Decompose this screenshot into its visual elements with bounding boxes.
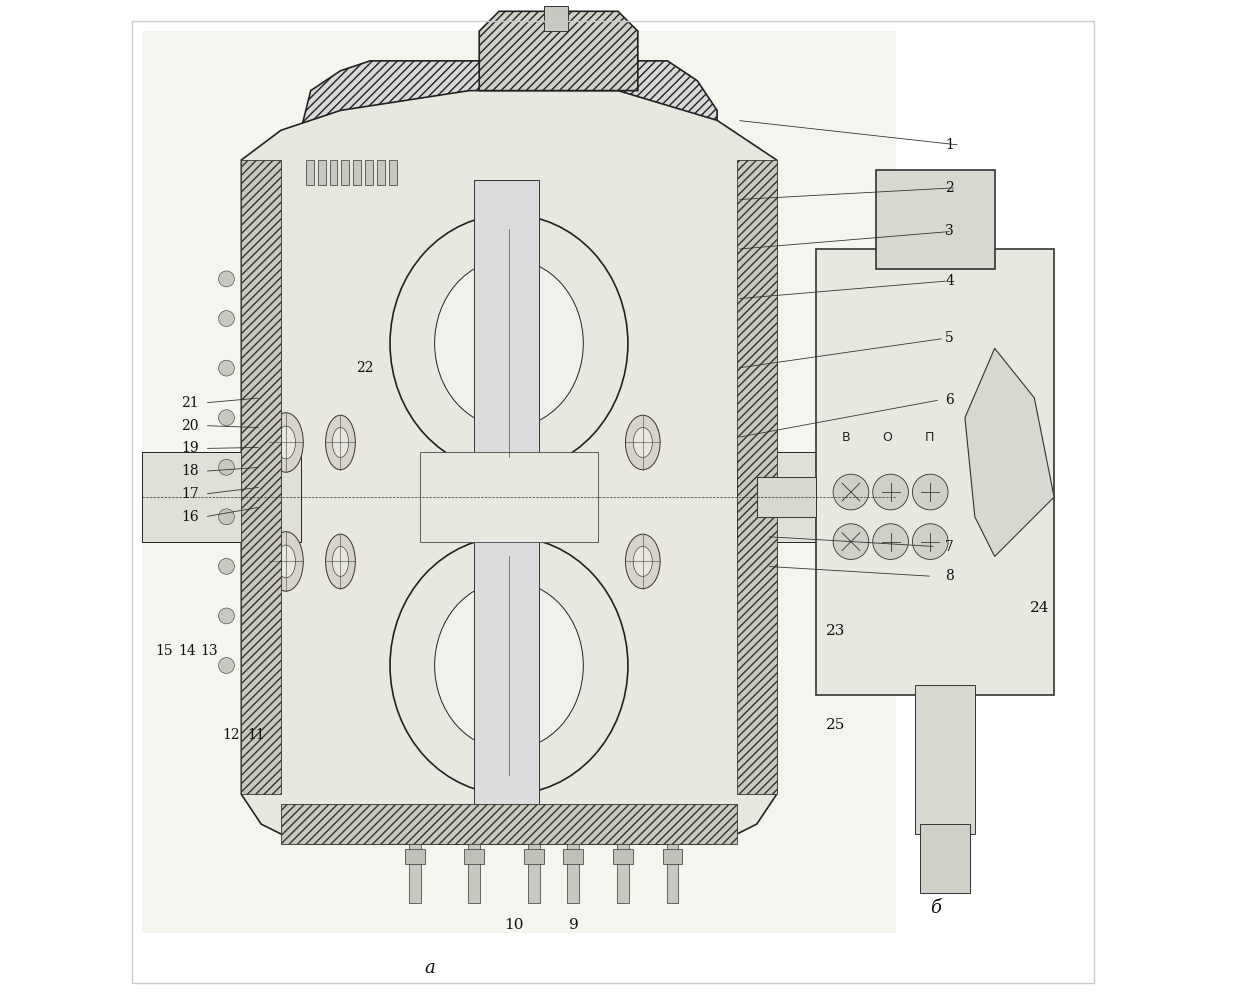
Bar xyxy=(377,160,386,185)
Bar xyxy=(468,844,481,904)
Bar xyxy=(405,849,425,864)
Text: 22: 22 xyxy=(356,361,375,375)
Circle shape xyxy=(873,474,908,510)
Ellipse shape xyxy=(625,534,660,588)
Text: 25: 25 xyxy=(827,718,845,732)
Polygon shape xyxy=(281,804,737,844)
Polygon shape xyxy=(737,160,776,794)
Text: 7: 7 xyxy=(946,540,954,554)
Circle shape xyxy=(912,474,948,510)
Text: 15: 15 xyxy=(156,644,173,658)
Text: 14: 14 xyxy=(178,644,195,658)
Text: 8: 8 xyxy=(946,570,954,583)
FancyBboxPatch shape xyxy=(816,249,1054,695)
FancyBboxPatch shape xyxy=(142,31,896,933)
Ellipse shape xyxy=(625,415,660,470)
Bar xyxy=(564,849,583,864)
Ellipse shape xyxy=(268,532,303,591)
Text: 2: 2 xyxy=(946,181,954,195)
Ellipse shape xyxy=(325,415,355,470)
Circle shape xyxy=(873,524,908,560)
Text: 20: 20 xyxy=(180,418,199,432)
Bar xyxy=(916,685,975,834)
Ellipse shape xyxy=(268,413,303,472)
Ellipse shape xyxy=(391,537,628,794)
Bar xyxy=(666,844,679,904)
Polygon shape xyxy=(965,348,1054,557)
Bar xyxy=(567,844,580,904)
Text: 12: 12 xyxy=(222,728,240,742)
Polygon shape xyxy=(480,11,638,90)
Polygon shape xyxy=(241,160,281,794)
Ellipse shape xyxy=(435,581,583,749)
Text: В: В xyxy=(842,431,850,444)
Circle shape xyxy=(219,271,235,287)
Text: 21: 21 xyxy=(180,396,199,410)
Ellipse shape xyxy=(633,427,653,457)
Text: 1: 1 xyxy=(946,138,954,152)
Text: 19: 19 xyxy=(180,441,199,455)
Bar xyxy=(341,160,350,185)
Bar xyxy=(305,160,314,185)
Text: П: П xyxy=(925,431,934,444)
Bar xyxy=(366,160,373,185)
Text: б: б xyxy=(929,900,941,917)
Text: 23: 23 xyxy=(827,624,845,638)
FancyBboxPatch shape xyxy=(876,170,995,269)
Bar xyxy=(353,160,361,185)
Ellipse shape xyxy=(277,426,295,459)
Polygon shape xyxy=(300,61,717,210)
Text: 24: 24 xyxy=(1030,601,1049,615)
Text: 17: 17 xyxy=(180,487,199,501)
Text: 3: 3 xyxy=(946,225,954,239)
Text: 6: 6 xyxy=(946,393,954,407)
Bar xyxy=(737,452,896,542)
Bar xyxy=(318,160,325,185)
Circle shape xyxy=(219,559,235,575)
Text: 13: 13 xyxy=(200,644,219,658)
Text: 4: 4 xyxy=(946,274,954,288)
Ellipse shape xyxy=(435,259,583,427)
Ellipse shape xyxy=(325,534,355,588)
Ellipse shape xyxy=(391,215,628,472)
Bar xyxy=(662,849,682,864)
Bar xyxy=(544,6,569,31)
Ellipse shape xyxy=(277,545,295,578)
Ellipse shape xyxy=(332,547,349,577)
Text: 16: 16 xyxy=(180,510,199,524)
Bar xyxy=(613,849,633,864)
Bar xyxy=(475,180,539,814)
Ellipse shape xyxy=(633,547,653,577)
Bar xyxy=(409,844,420,904)
Bar xyxy=(617,844,629,904)
Bar xyxy=(420,452,598,542)
Bar xyxy=(389,160,397,185)
Circle shape xyxy=(219,360,235,376)
Text: 9: 9 xyxy=(569,918,578,932)
Polygon shape xyxy=(756,477,816,517)
Circle shape xyxy=(219,459,235,475)
Circle shape xyxy=(219,658,235,674)
Text: 11: 11 xyxy=(247,728,265,742)
Text: 18: 18 xyxy=(180,464,199,478)
Circle shape xyxy=(219,608,235,624)
Polygon shape xyxy=(241,90,776,844)
Bar xyxy=(330,160,337,185)
Circle shape xyxy=(833,474,869,510)
Circle shape xyxy=(219,410,235,425)
Text: 5: 5 xyxy=(946,331,954,345)
Text: 10: 10 xyxy=(504,918,524,932)
Ellipse shape xyxy=(332,427,349,457)
Text: a: a xyxy=(424,959,435,977)
Circle shape xyxy=(219,509,235,525)
Text: О: О xyxy=(883,431,892,444)
Circle shape xyxy=(219,311,235,326)
Bar xyxy=(524,849,544,864)
Bar xyxy=(528,844,540,904)
Bar xyxy=(921,824,970,894)
Circle shape xyxy=(912,524,948,560)
Bar xyxy=(465,849,485,864)
Bar xyxy=(142,452,300,542)
Circle shape xyxy=(833,524,869,560)
